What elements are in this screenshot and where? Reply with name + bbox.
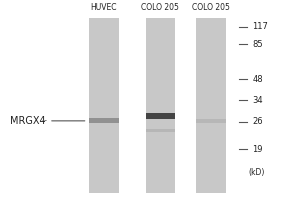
Text: COLO 205: COLO 205	[142, 3, 179, 12]
Bar	[89, 118, 119, 123]
Text: (kD): (kD)	[248, 168, 265, 177]
Bar	[146, 113, 175, 119]
Text: 85: 85	[253, 40, 263, 49]
Text: COLO 205: COLO 205	[192, 3, 230, 12]
Text: 19: 19	[253, 145, 263, 154]
Text: MRGX4: MRGX4	[10, 116, 46, 126]
Text: 48: 48	[253, 75, 263, 84]
Bar	[196, 119, 226, 123]
Text: 117: 117	[253, 22, 268, 31]
Bar	[89, 18, 119, 193]
Text: 34: 34	[253, 96, 263, 105]
Bar	[196, 18, 226, 193]
Text: 26: 26	[253, 117, 263, 126]
Text: HUVEC: HUVEC	[91, 3, 117, 12]
Bar	[146, 129, 175, 132]
Text: --: --	[41, 116, 47, 125]
Bar	[146, 18, 175, 193]
